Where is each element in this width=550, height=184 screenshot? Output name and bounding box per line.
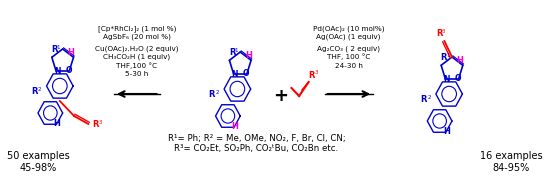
Text: R: R <box>31 87 37 96</box>
Text: 24-30 h: 24-30 h <box>334 63 362 69</box>
Text: Ag(OAc) (1 equiv): Ag(OAc) (1 equiv) <box>316 34 381 40</box>
Text: H: H <box>231 122 238 131</box>
Text: 3: 3 <box>99 120 102 125</box>
Text: H: H <box>53 119 60 128</box>
Text: R: R <box>92 120 99 129</box>
Text: H: H <box>456 56 464 65</box>
Text: N: N <box>232 70 238 79</box>
Text: +: + <box>273 87 289 105</box>
Text: [Cp*RhCl₂]₂ (1 mol %): [Cp*RhCl₂]₂ (1 mol %) <box>97 26 176 32</box>
Text: Ag₂CO₃ ( 2 equiv): Ag₂CO₃ ( 2 equiv) <box>317 46 380 52</box>
Text: H: H <box>67 48 74 57</box>
Text: 5-30 h: 5-30 h <box>125 71 148 77</box>
Text: R: R <box>52 45 58 54</box>
Text: R: R <box>208 90 215 99</box>
Text: 2: 2 <box>216 90 219 95</box>
Text: 1: 1 <box>234 48 238 53</box>
Text: 3: 3 <box>442 29 445 34</box>
Text: R³= CO₂Et, SO₂Ph, CO₂ᵗBu, CO₂Bn etc.: R³= CO₂Et, SO₂Ph, CO₂ᵗBu, CO₂Bn etc. <box>174 144 338 153</box>
Text: N: N <box>54 67 60 76</box>
Text: R: R <box>420 95 427 104</box>
Text: 1: 1 <box>57 45 60 50</box>
Text: 16 examples
84-95%: 16 examples 84-95% <box>480 151 542 173</box>
Text: 2: 2 <box>38 87 42 92</box>
Text: THF, 100 °C: THF, 100 °C <box>327 54 370 60</box>
Text: 50 examples
45-98%: 50 examples 45-98% <box>7 151 69 173</box>
Text: R: R <box>441 53 447 62</box>
Text: R: R <box>229 48 235 57</box>
Text: 1: 1 <box>446 53 449 58</box>
Text: R: R <box>436 29 443 38</box>
Text: AgSbF₆ (20 mol %): AgSbF₆ (20 mol %) <box>103 34 170 40</box>
Text: 2: 2 <box>427 95 431 100</box>
Text: H: H <box>245 51 252 60</box>
Text: Cu(OAc)₂.H₂O (2 equiv): Cu(OAc)₂.H₂O (2 equiv) <box>95 46 179 52</box>
Text: O: O <box>454 74 461 83</box>
Text: CH₃CO₂H (1 equiv): CH₃CO₂H (1 equiv) <box>103 54 170 60</box>
Text: R: R <box>308 71 315 80</box>
Text: O: O <box>65 66 72 75</box>
Text: R¹= Ph; R² = Me, OMe, NO₂, F, Br, Cl, CN;: R¹= Ph; R² = Me, OMe, NO₂, F, Br, Cl, CN… <box>168 134 345 142</box>
Text: THF,100 °C: THF,100 °C <box>116 63 157 69</box>
Text: H: H <box>443 127 450 136</box>
Text: N: N <box>443 75 450 84</box>
Text: 3: 3 <box>315 70 318 75</box>
Text: O: O <box>243 69 249 78</box>
Text: Pd(OAc)₂ (10 mol%): Pd(OAc)₂ (10 mol%) <box>313 26 384 32</box>
